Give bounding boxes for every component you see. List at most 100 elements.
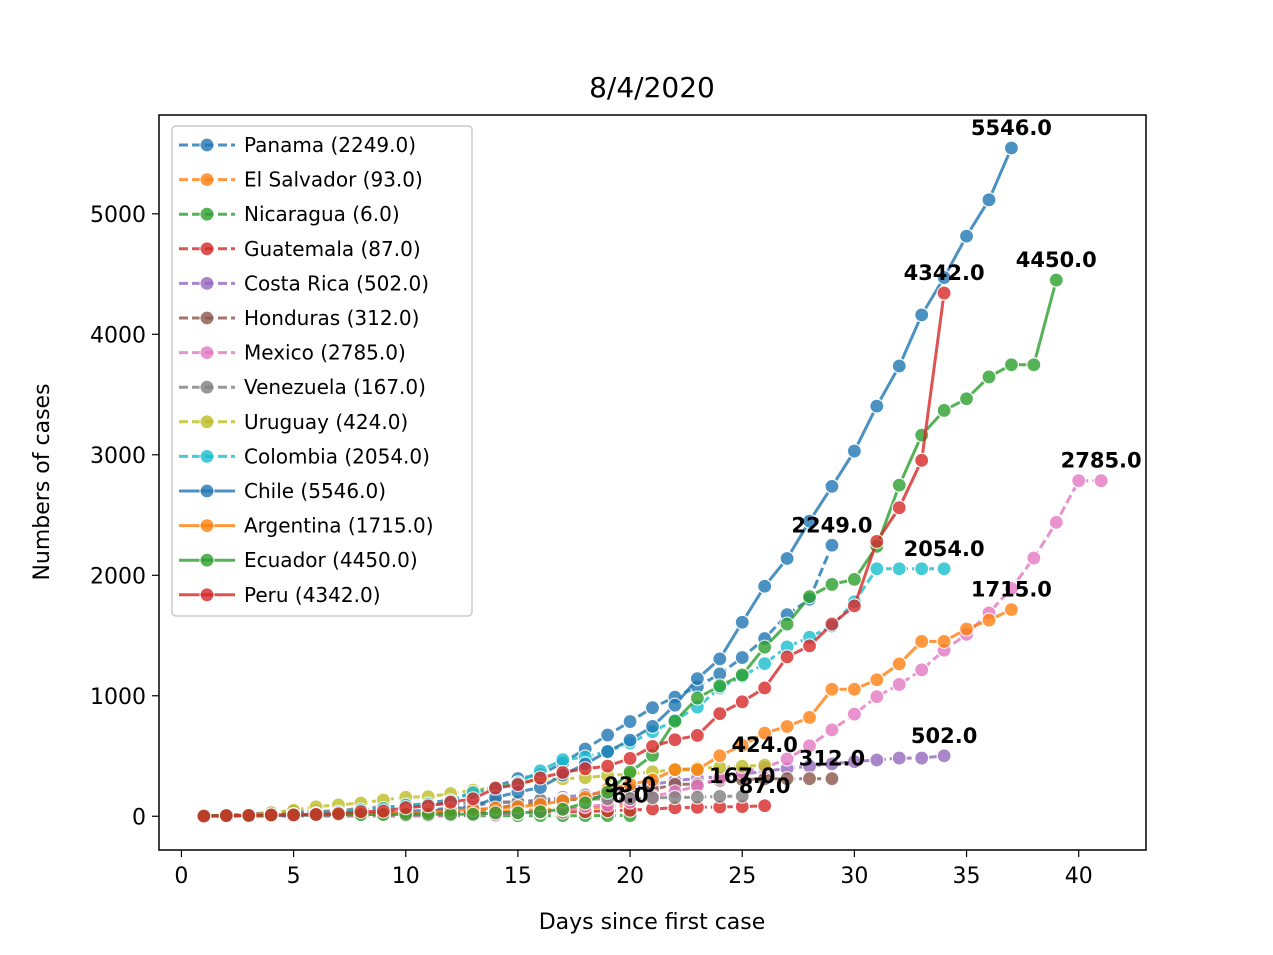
data-point: [846, 706, 862, 722]
data-point: [824, 537, 840, 553]
legend-box: [171, 125, 473, 617]
data-point: [801, 589, 818, 605]
y-tick-label: 0: [132, 805, 146, 830]
plot-frame: [158, 114, 1147, 851]
data-point: [891, 656, 907, 672]
data-point: [308, 806, 324, 823]
end-value-label: 93.0: [604, 773, 656, 797]
end-value-label: 424.0: [731, 733, 797, 757]
data-point: [914, 561, 930, 577]
legend-marker: [199, 310, 215, 326]
legend-label: Guatemala (87.0): [244, 237, 421, 261]
data-point: [757, 655, 773, 672]
data-point: [1048, 272, 1064, 288]
data-point: [869, 398, 885, 414]
data-point: [353, 804, 369, 820]
legend-item: El Salvador (93.0): [179, 168, 423, 192]
data-point: [824, 756, 840, 772]
series-layer: [196, 140, 1109, 824]
legend-label: Venezuela (167.0): [244, 375, 426, 399]
data-point: [914, 633, 930, 650]
data-point: [510, 805, 526, 821]
x-axis: 0 5 10 15 20 25 30 35 40: [174, 850, 1093, 889]
data-point: [285, 807, 302, 823]
x-tick-label: 25: [728, 864, 756, 889]
y-tick-label: 4000: [90, 323, 146, 348]
data-point: [734, 694, 750, 710]
end-value-label: 6.0: [611, 784, 648, 808]
y-axis: 0 1000 2000 3000 4000 5000: [90, 203, 159, 830]
data-point: [779, 718, 795, 735]
data-point: [914, 662, 930, 678]
data-point: [981, 369, 997, 385]
legend-item: Mexico (2785.0): [179, 341, 406, 365]
data-point: [801, 513, 818, 529]
legend-marker: [199, 241, 215, 257]
data-point: [689, 727, 705, 744]
data-point: [846, 681, 862, 697]
data-point: [891, 500, 907, 516]
end-value-label: 167.0: [709, 764, 775, 788]
data-point: [824, 771, 840, 787]
data-point: [846, 571, 862, 587]
legend-item: Nicaragua (6.0): [179, 202, 400, 226]
data-point: [734, 737, 750, 753]
data-point: [487, 805, 504, 821]
data-point: [958, 391, 975, 407]
data-point: [689, 671, 705, 687]
data-point: [420, 798, 436, 814]
x-tick-label: 30: [840, 864, 868, 889]
data-point: [734, 788, 750, 804]
data-point: [712, 706, 728, 722]
data-point: [958, 621, 975, 637]
data-point: [689, 762, 705, 778]
legend-marker: [199, 379, 215, 395]
x-tick-label: 35: [953, 864, 981, 889]
y-axis-title: Numbers of cases: [30, 383, 55, 580]
data-point: [891, 676, 907, 693]
data-point: [555, 764, 571, 781]
data-point: [689, 789, 705, 805]
data-point: [958, 228, 975, 244]
data-point: [1003, 140, 1020, 156]
data-point: [869, 752, 885, 768]
data-point: [801, 638, 818, 654]
y-tick-label: 2000: [90, 564, 146, 589]
data-point: [644, 738, 661, 754]
data-point: [644, 700, 661, 716]
legend-marker: [199, 172, 215, 188]
data-point: [1026, 550, 1042, 566]
data-point: [846, 598, 862, 614]
end-value-label: 5546.0: [971, 116, 1052, 140]
data-point: [555, 752, 571, 768]
legend-item: Colombia (2054.0): [179, 444, 430, 468]
data-point: [981, 192, 997, 208]
legend-marker: [199, 587, 215, 603]
data-point: [801, 771, 818, 787]
data-point: [891, 358, 907, 374]
data-point: [757, 725, 773, 741]
data-point: [577, 761, 593, 777]
y-tick-label: 5000: [90, 203, 146, 228]
data-point: [1071, 473, 1087, 489]
data-point: [779, 616, 795, 632]
data-point: [1003, 580, 1020, 597]
legend-item: Guatemala (87.0): [179, 237, 421, 261]
x-tick-label: 5: [287, 864, 301, 889]
x-tick-label: 40: [1065, 864, 1093, 889]
data-point: [914, 452, 930, 468]
data-point: [914, 750, 930, 766]
x-axis-title: Days since first case: [539, 910, 766, 935]
data-point: [914, 307, 930, 323]
data-point: [532, 804, 548, 820]
end-value-label: 1715.0: [971, 578, 1052, 602]
data-point: [757, 798, 773, 814]
end-value-label: 4450.0: [1016, 248, 1097, 272]
data-point: [1003, 602, 1020, 618]
data-point: [600, 784, 616, 800]
legend-label: Chile (5546.0): [244, 479, 386, 503]
data-point: [869, 561, 885, 577]
data-point: [936, 285, 952, 301]
series-line: [203, 292, 946, 818]
data-point: [734, 667, 750, 683]
